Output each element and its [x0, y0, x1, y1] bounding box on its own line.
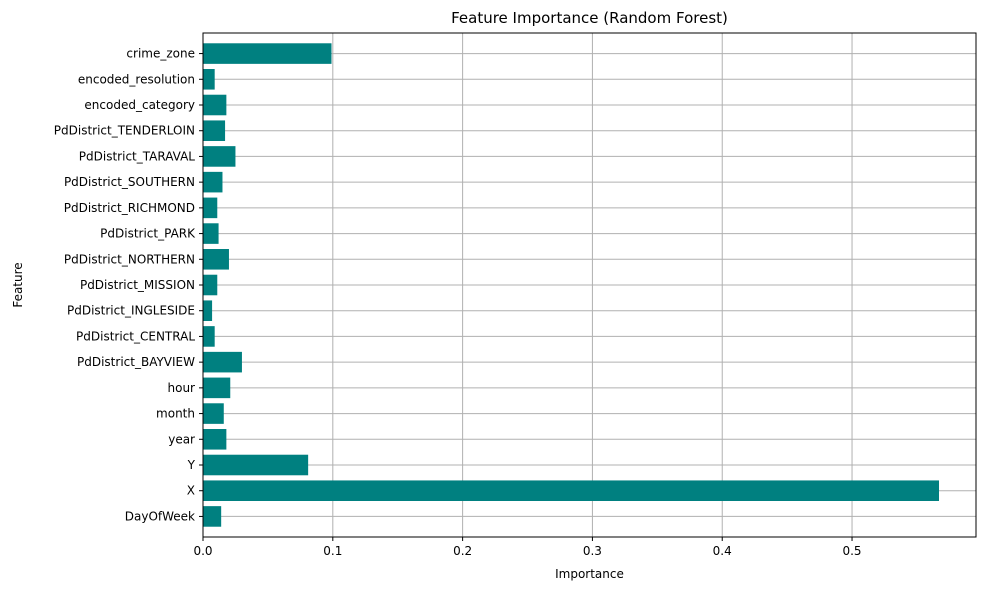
bar — [203, 506, 222, 527]
x-axis-label: Importance — [555, 567, 624, 581]
bar — [203, 480, 940, 501]
x-tick-label: 0.3 — [583, 544, 602, 558]
bar — [203, 69, 215, 90]
bar — [203, 249, 229, 270]
x-tick-label: 0.2 — [453, 544, 472, 558]
bar — [203, 351, 242, 373]
y-tick-label: crime_zone — [126, 47, 195, 61]
y-tick-label: PdDistrict_BAYVIEW — [77, 355, 195, 369]
bar — [203, 326, 215, 347]
x-axis-ticks: 0.0 0.1 0.2 0.3 0.4 0.5 — [193, 537, 862, 558]
bar — [203, 300, 213, 321]
y-tick-label: PdDistrict_NORTHERN — [64, 252, 195, 266]
y-tick-label: PdDistrict_SOUTHERN — [64, 175, 195, 189]
y-tick-label: PdDistrict_TARAVAL — [79, 149, 196, 163]
x-tick-label: 0.1 — [323, 544, 342, 558]
bar — [203, 146, 236, 167]
y-tick-label: X — [187, 484, 195, 498]
y-tick-label: year — [168, 432, 195, 446]
x-tick-label: 0.5 — [842, 544, 861, 558]
y-tick-label: PdDistrict_RICHMOND — [64, 201, 195, 215]
bar — [203, 43, 332, 64]
bar — [203, 197, 218, 219]
y-tick-label: PdDistrict_PARK — [100, 227, 196, 241]
y-tick-label: PdDistrict_INGLESIDE — [67, 304, 195, 318]
y-tick-label: encoded_resolution — [78, 72, 195, 86]
bar — [203, 171, 223, 193]
bar — [203, 94, 227, 116]
bar — [203, 377, 231, 399]
chart-title: Feature Importance (Random Forest) — [451, 9, 728, 27]
y-tick-label: encoded_category — [84, 98, 195, 112]
bar — [203, 120, 226, 141]
bar — [203, 223, 219, 244]
bar — [203, 429, 227, 450]
y-tick-label: Y — [187, 458, 196, 472]
y-tick-label: DayOfWeek — [125, 509, 195, 523]
bar — [203, 403, 224, 424]
x-tick-label: 0.0 — [193, 544, 212, 558]
y-tick-label: PdDistrict_TENDERLOIN — [54, 124, 195, 138]
bars — [203, 43, 940, 527]
grid-lines — [202, 33, 976, 537]
y-tick-label: month — [156, 407, 195, 421]
y-tick-label: hour — [168, 381, 196, 395]
y-tick-label: PdDistrict_MISSION — [80, 278, 195, 292]
y-axis-label: Feature — [11, 262, 25, 307]
bar — [203, 454, 309, 476]
x-tick-label: 0.4 — [713, 544, 732, 558]
bar — [203, 274, 218, 296]
y-tick-label: PdDistrict_CENTRAL — [76, 329, 195, 343]
